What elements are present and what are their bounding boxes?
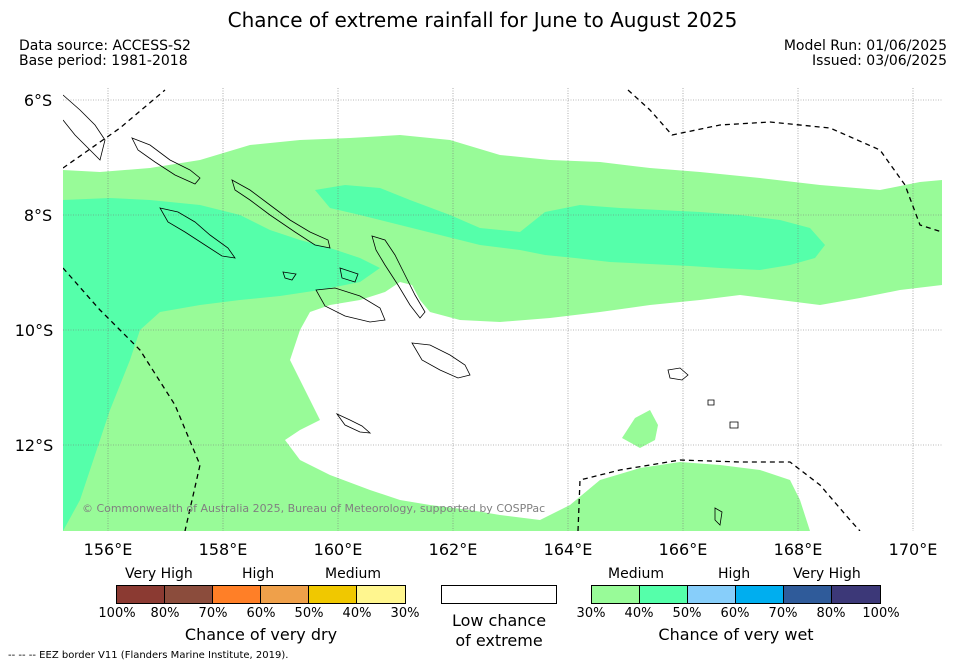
espiritu-santo-island (667, 367, 689, 381)
guadalcanal-island (315, 287, 386, 323)
map-area (63, 88, 942, 531)
high-wet-west (63, 198, 380, 531)
wet-tick-70: 70% (768, 606, 798, 621)
makira-island (411, 342, 471, 379)
small-island-1 (707, 399, 715, 406)
dry-tick-60: 60% (246, 606, 276, 621)
wet-category-medium: Medium (608, 566, 664, 582)
dry-swatch-2 (213, 586, 261, 603)
santa-isabel-island (231, 179, 331, 249)
wet-category-very-high: Very High (793, 566, 861, 582)
dry-swatch-0 (117, 586, 165, 603)
wet-swatch-2 (688, 586, 736, 603)
dry-swatch-1 (165, 586, 213, 603)
wet-tick-50: 50% (672, 606, 702, 621)
lat-label-8s: 8°S (24, 206, 52, 225)
wet-tick-100: 100% (862, 606, 900, 621)
dry-swatch-5 (357, 586, 405, 603)
small-island-4 (282, 271, 297, 281)
lat-label-10s: 10°S (15, 321, 54, 340)
meta-left: Data source: ACCESS-S2 Base period: 1981… (19, 39, 191, 69)
lon-label-170e: 170°E (889, 540, 938, 559)
wet-swatch-3 (736, 586, 784, 603)
wet-category-high: High (718, 566, 751, 582)
dry-category-medium: Medium (325, 566, 381, 582)
dry-swatch-3 (261, 586, 309, 603)
dry-tick-40: 40% (342, 606, 372, 621)
grid-lines (63, 88, 942, 531)
dry-swatch-4 (309, 586, 357, 603)
dry-legend-title: Chance of very dry (184, 625, 338, 644)
dry-tick-70: 70% (198, 606, 228, 621)
lat-label-6s: 6°S (24, 91, 52, 110)
page-title: Chance of extreme rainfall for June to A… (227, 8, 738, 32)
malaita-island (371, 235, 426, 319)
issued-date: Issued: 03/06/2025 (812, 53, 947, 69)
data-source: Data source: ACCESS-S2 (19, 38, 191, 54)
high-wet-central (315, 185, 825, 270)
new-georgia-island (159, 207, 236, 259)
low-chance-title-line2: of extreme (455, 631, 543, 650)
dry-category-high: High (242, 566, 275, 582)
copyright-credit: © Commonwealth of Australia 2025, Bureau… (82, 502, 546, 515)
lon-label-158e: 158°E (199, 540, 248, 559)
dry-tick-30: 30% (390, 606, 420, 621)
base-period: Base period: 1981-2018 (19, 53, 188, 69)
coastlines (63, 94, 739, 526)
choiseul-island (131, 137, 201, 185)
small-island-3 (714, 507, 723, 526)
wet-swatch-1 (640, 586, 688, 603)
eez-footnote: -- -- -- EEZ border V11 (Flanders Marine… (8, 650, 289, 661)
low-chance-swatch (441, 585, 557, 604)
dry-colorbar (116, 585, 406, 604)
lat-label-12s: 12°S (15, 436, 54, 455)
bougainville-island (63, 94, 106, 161)
dry-tick-100: 100% (98, 606, 136, 621)
dry-tick-50: 50% (294, 606, 324, 621)
lon-label-162e: 162°E (429, 540, 478, 559)
lon-label-168e: 168°E (774, 540, 823, 559)
wet-swatch-0 (592, 586, 640, 603)
lon-label-164e: 164°E (544, 540, 593, 559)
dry-tick-80: 80% (150, 606, 180, 621)
lon-label-160e: 160°E (314, 540, 363, 559)
meta-right: Model Run: 01/06/2025 Issued: 03/06/2025 (784, 39, 947, 69)
wet-swatch-5 (832, 586, 880, 603)
eez-borders (63, 89, 942, 531)
lon-label-156e: 156°E (84, 540, 133, 559)
rennell-island (335, 412, 372, 434)
medium-wet-patch (622, 410, 658, 448)
model-run: Model Run: 01/06/2025 (783, 38, 947, 54)
small-island-2 (729, 421, 739, 429)
small-island-5 (339, 267, 359, 283)
wet-tick-40: 40% (624, 606, 654, 621)
wet-swatch-4 (784, 586, 832, 603)
wet-tick-60: 60% (720, 606, 750, 621)
wet-tick-80: 80% (816, 606, 846, 621)
wet-legend-title: Chance of very wet (658, 625, 814, 644)
low-chance-title-line1: Low chance (451, 611, 547, 630)
lon-label-166e: 166°E (659, 540, 708, 559)
dry-category-very-high: Very High (125, 566, 193, 582)
wet-colorbar (591, 585, 881, 604)
wet-tick-30: 30% (576, 606, 606, 621)
